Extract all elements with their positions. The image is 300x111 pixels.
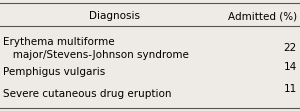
Text: Diagnosis: Diagnosis: [88, 11, 140, 21]
Text: 14: 14: [284, 62, 297, 72]
Text: Severe cutaneous drug eruption: Severe cutaneous drug eruption: [3, 89, 172, 99]
Text: Pemphigus vulgaris: Pemphigus vulgaris: [3, 67, 105, 77]
Text: Admitted (%): Admitted (%): [228, 11, 297, 21]
Text: Erythema multiforme
   major/Stevens-Johnson syndrome: Erythema multiforme major/Stevens-Johnso…: [3, 37, 189, 60]
Text: 11: 11: [284, 84, 297, 94]
Text: 22: 22: [284, 43, 297, 53]
